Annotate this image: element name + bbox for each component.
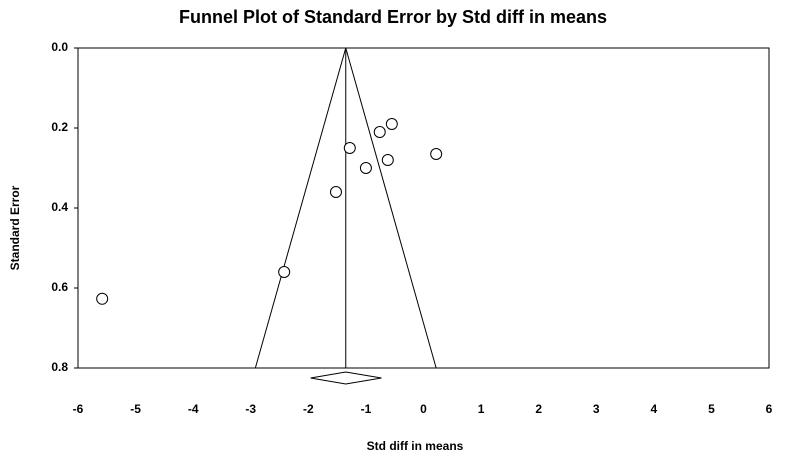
x-tick-label: 5: [708, 402, 715, 416]
x-tick-label: 0: [420, 402, 427, 416]
study-point: [329, 186, 342, 198]
x-tick-label: 6: [766, 402, 773, 416]
y-tick-label: 0.8: [51, 360, 68, 374]
study-point: [343, 142, 356, 154]
y-tick-label: 0.6: [51, 280, 68, 294]
x-tick-label: -1: [361, 402, 372, 416]
x-tick-label: -5: [130, 402, 141, 416]
x-tick-label: 2: [535, 402, 542, 416]
chart-title: Funnel Plot of Standard Error by Std dif…: [179, 7, 607, 27]
y-axis-label: Standard Error: [8, 185, 22, 270]
study-point: [381, 154, 394, 166]
y-tick-label: 0.0: [51, 40, 68, 54]
study-point: [96, 292, 109, 305]
study-point: [373, 126, 386, 138]
x-tick-label: -2: [303, 402, 314, 416]
x-tick-label: 3: [593, 402, 600, 416]
x-tick-label: 1: [478, 402, 485, 416]
study-point: [385, 118, 398, 130]
study-point: [430, 148, 443, 160]
y-tick-label: 0.4: [51, 200, 68, 214]
x-tick-label: -6: [73, 402, 84, 416]
x-tick-label: 4: [650, 402, 657, 416]
study-point: [278, 266, 291, 278]
x-axis-label: Std diff in means: [367, 439, 464, 453]
x-tick-label: -4: [188, 402, 199, 416]
y-tick-label: 0.2: [51, 120, 68, 134]
funnel-right: [345, 47, 437, 369]
pooled-diamond: [310, 371, 382, 385]
study-point: [359, 162, 372, 174]
funnel-left: [254, 47, 347, 369]
x-tick-label: -3: [245, 402, 256, 416]
